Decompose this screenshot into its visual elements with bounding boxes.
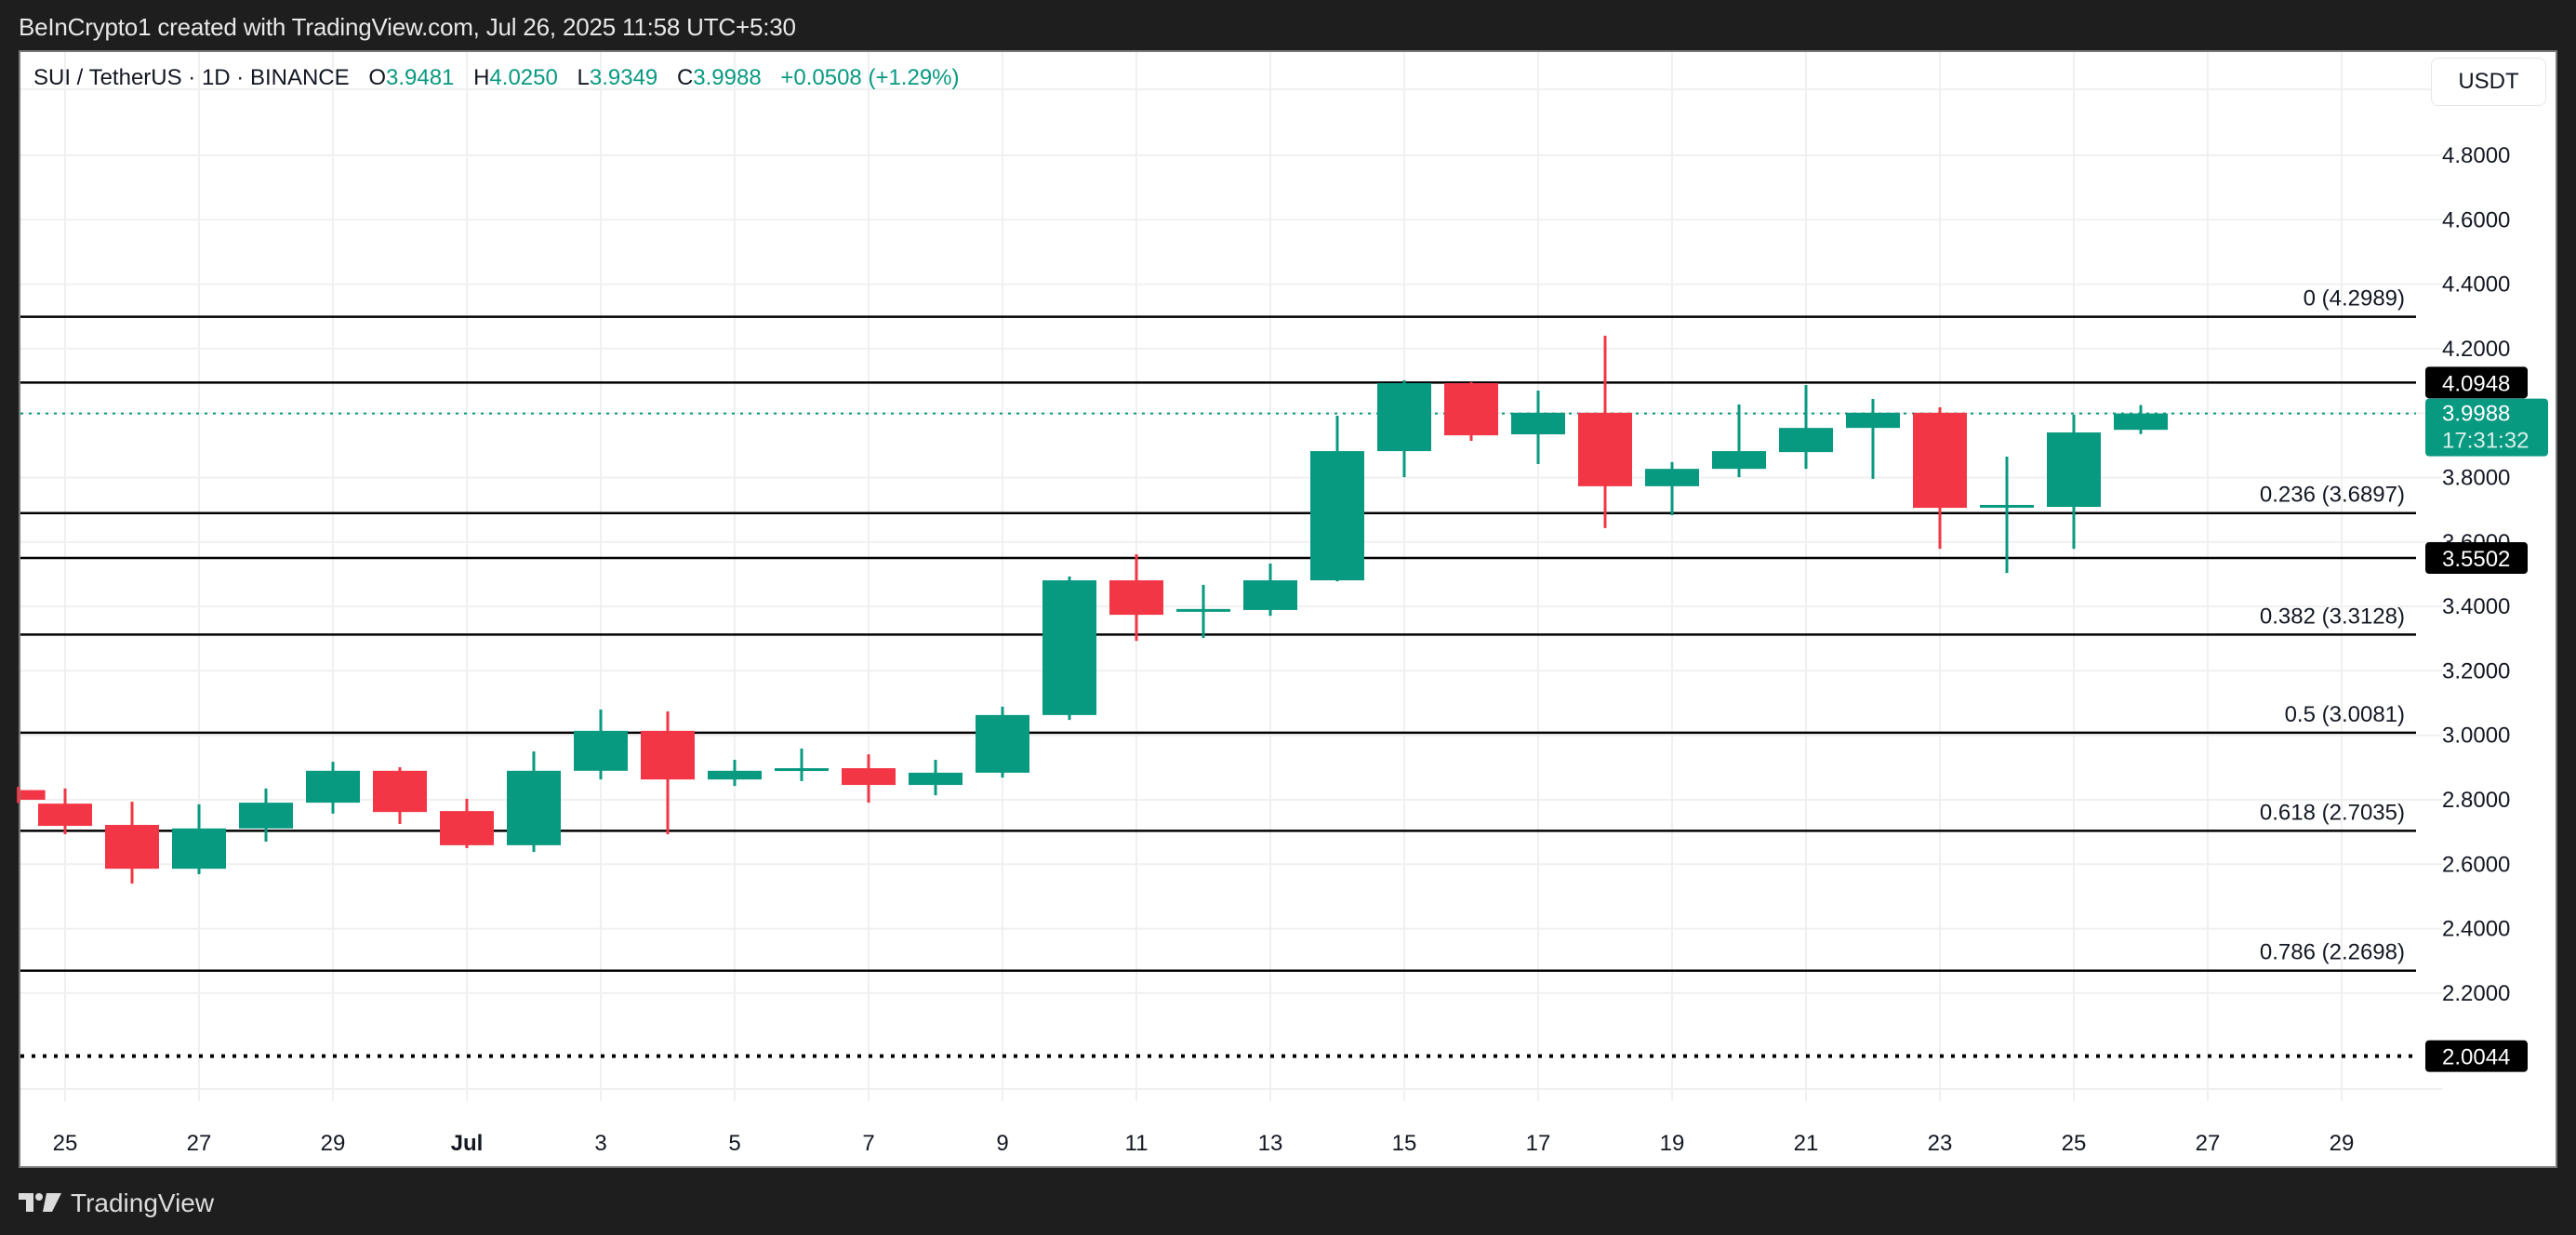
- x-axis-tick: 7: [862, 1131, 874, 1156]
- candle-body[interactable]: [440, 811, 494, 845]
- fib-level-label: 0.5 (3.0081): [2285, 702, 2405, 727]
- open-value: 3.9481: [386, 65, 455, 90]
- y-axis-tick: 2.6000: [2442, 852, 2510, 877]
- candle-body[interactable]: [373, 770, 427, 813]
- support-price-badge: 3.5502: [2442, 547, 2510, 572]
- low-price-badge: 2.0044: [2442, 1045, 2510, 1070]
- candle-body[interactable]: [1913, 412, 1967, 509]
- resistance-price-badge-bg: [2425, 366, 2528, 399]
- candle-body[interactable]: [2114, 413, 2168, 431]
- candle-body[interactable]: [842, 768, 896, 786]
- currency-button[interactable]: USDT: [2431, 58, 2546, 106]
- candle-body[interactable]: [1444, 382, 1498, 436]
- candle-body[interactable]: [1310, 451, 1364, 581]
- y-axis-tick: 3.0000: [2442, 724, 2510, 749]
- low-value: 3.9349: [589, 65, 658, 90]
- candle-body[interactable]: [1042, 580, 1096, 715]
- low-price-badge-bg: [2425, 1040, 2528, 1072]
- y-axis-tick: 4.2000: [2442, 337, 2510, 362]
- y-axis-tick: 4.4000: [2442, 272, 2510, 298]
- fib-level-label: 0.618 (2.7035): [2260, 800, 2405, 825]
- candle-body[interactable]: [306, 770, 360, 803]
- y-axis-tick: 4.6000: [2442, 207, 2510, 232]
- x-axis-tick: 17: [1526, 1131, 1551, 1156]
- fib-level-label: 0.236 (3.6897): [2260, 483, 2405, 508]
- high-value: 4.0250: [489, 65, 558, 90]
- x-axis-tick: 25: [53, 1131, 78, 1156]
- candle-body[interactable]: [38, 803, 92, 827]
- y-axis-tick: 3.2000: [2442, 658, 2510, 684]
- x-axis-tick: 19: [1660, 1131, 1685, 1156]
- candle-body[interactable]: [1779, 428, 1833, 453]
- high-label: H: [473, 65, 490, 90]
- candle-body[interactable]: [507, 770, 561, 845]
- x-axis-tick: 15: [1392, 1131, 1417, 1156]
- x-axis-tick: 25: [2062, 1131, 2087, 1156]
- candle-body[interactable]: [1645, 469, 1699, 486]
- candle-body[interactable]: [574, 730, 628, 771]
- candle-body[interactable]: [1176, 608, 1230, 612]
- close-value: 3.9988: [693, 65, 762, 90]
- fib-level-label: 0.382 (3.3128): [2260, 604, 2405, 629]
- x-axis-tick: 13: [1258, 1131, 1283, 1156]
- y-axis-tick: 3.4000: [2442, 594, 2510, 619]
- tradingview-logo-icon: [19, 1193, 61, 1212]
- y-axis-tick: 2.4000: [2442, 917, 2510, 942]
- x-axis-tick: 11: [1125, 1131, 1149, 1156]
- current-price-badge: 3.9988: [2442, 402, 2510, 427]
- chart-attribution: BeInCrypto1 created with TradingView.com…: [19, 13, 796, 41]
- symbol-legend: SUI / TetherUS · 1D · BINANCE O3.9481 H4…: [33, 65, 960, 91]
- close-label: C: [676, 65, 694, 90]
- x-axis-tick: 29: [321, 1131, 346, 1156]
- candle-body[interactable]: [2047, 432, 2101, 508]
- candle-body[interactable]: [20, 790, 46, 800]
- y-axis-tick: 2.8000: [2442, 788, 2510, 813]
- open-label: O: [368, 65, 386, 90]
- candle-countdown: 17:31:32: [2442, 429, 2529, 454]
- x-axis-tick: Jul: [451, 1131, 484, 1156]
- y-axis-tick: 4.8000: [2442, 143, 2510, 168]
- x-axis-tick: 9: [996, 1131, 1008, 1156]
- candle-body[interactable]: [708, 770, 762, 780]
- x-axis-tick: 27: [2196, 1131, 2221, 1156]
- change-value: +0.0508 (+1.29%): [780, 65, 960, 90]
- candle-body[interactable]: [1243, 580, 1297, 610]
- candle-body[interactable]: [641, 730, 695, 780]
- candle-body[interactable]: [1980, 504, 2034, 508]
- candle-body[interactable]: [775, 768, 829, 772]
- candle-body[interactable]: [909, 772, 963, 786]
- candle-body[interactable]: [172, 828, 226, 870]
- x-axis-tick: 27: [187, 1131, 212, 1156]
- fib-level-label: 0.786 (2.2698): [2260, 940, 2405, 965]
- fib-level-label: 0 (4.2989): [2304, 286, 2405, 312]
- x-axis-tick: 5: [728, 1131, 740, 1156]
- x-axis-tick: 23: [1928, 1131, 1953, 1156]
- support-price-badge-bg: [2425, 542, 2528, 575]
- y-axis-tick: 3.8000: [2442, 466, 2510, 491]
- candle-body[interactable]: [1846, 412, 1900, 429]
- candle-body[interactable]: [1377, 382, 1431, 452]
- candle-body[interactable]: [1578, 412, 1632, 486]
- symbol-title[interactable]: SUI / TetherUS · 1D · BINANCE: [33, 65, 350, 90]
- candle-body[interactable]: [976, 714, 1029, 773]
- low-label: L: [577, 65, 590, 90]
- candle-body[interactable]: [1109, 580, 1163, 616]
- y-axis-tick: 2.2000: [2442, 981, 2510, 1006]
- x-axis-tick: 29: [2330, 1131, 2355, 1156]
- tradingview-logo[interactable]: TradingView: [19, 1189, 214, 1218]
- current-price-badge-bg: [2425, 398, 2548, 457]
- candle-body[interactable]: [105, 825, 159, 870]
- x-axis-tick: 21: [1794, 1131, 1819, 1156]
- candle-body[interactable]: [1511, 412, 1565, 435]
- candle-body[interactable]: [239, 803, 293, 829]
- tradingview-brand: TradingView: [71, 1189, 215, 1217]
- candle-body[interactable]: [1712, 451, 1766, 470]
- resistance-price-badge: 4.0948: [2442, 371, 2510, 396]
- x-axis-tick: 3: [594, 1131, 606, 1156]
